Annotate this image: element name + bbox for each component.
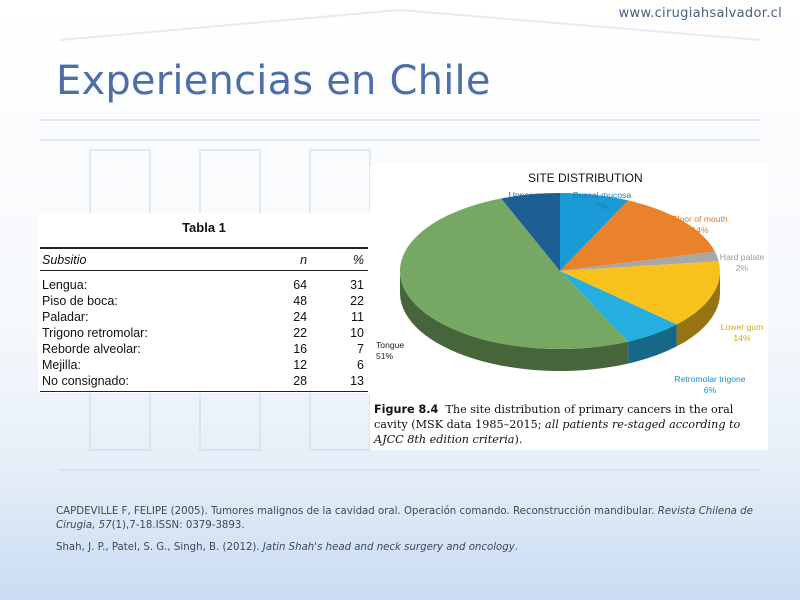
cell-n: 48 xyxy=(293,294,308,308)
reference-2-italic: Jatin Shah's head and neck surgery and o… xyxy=(262,542,515,553)
chart-title: SITE DISTRIBUTION xyxy=(528,171,643,185)
cell-percent: 13 xyxy=(350,374,364,388)
cell-percent: 11 xyxy=(351,310,364,324)
table-row: Lengua: 64 31 xyxy=(40,271,368,293)
pie-label-tongue-name: Tongue xyxy=(376,340,404,350)
cell-subsite: Reborde alveolar: xyxy=(42,342,141,356)
reference-2-tail: . xyxy=(514,542,519,553)
reference-1: CAPDEVILLE F, FELIPE (2005). Tumores mal… xyxy=(56,505,756,533)
table-caption: Tabla 1 xyxy=(182,220,226,235)
pie-label-floor-of-mouth-name: Floor of mouth xyxy=(672,214,728,224)
pie-slice-lower-gum xyxy=(560,261,720,325)
cell-n: 12 xyxy=(293,358,308,372)
reference-1-plain: CAPDEVILLE F, FELIPE (2005). Tumores mal… xyxy=(56,506,658,517)
table-row: Trigono retromolar: 22 10 xyxy=(40,325,368,341)
pie-label-retromolar-trigone-name: Retromolar trigone xyxy=(674,374,745,384)
col-header-percent: % xyxy=(352,253,364,267)
table-row: Mejilla: 12 6 xyxy=(40,357,368,373)
pie-slice-retromolar-trigone xyxy=(560,271,677,342)
table-figure: Tabla 1 Subsitio n % Lengua: 64 31 Piso de … xyxy=(38,213,370,393)
pie-label-hard-palate-name: Hard palate xyxy=(720,252,765,262)
subsite-table: Subsitio n % Lengua: 64 31 Piso de boca: 48 2… xyxy=(40,249,368,389)
table-header-rule xyxy=(40,270,368,271)
cell-subsite: Paladar: xyxy=(42,310,89,324)
site-url: www.cirugiahsalvador.cl xyxy=(618,6,782,21)
references: CAPDEVILLE F, FELIPE (2005). Tumores mal… xyxy=(56,505,756,563)
figure-label: Figure 8.4 xyxy=(374,403,439,416)
cell-n: 22 xyxy=(293,326,308,340)
pie-label-hard-palate-value: 2% xyxy=(736,263,749,273)
pie-slice-buccal-mucosa xyxy=(560,193,629,271)
pie-label-retromolar-trigone-value: 6% xyxy=(704,385,717,395)
reference-1-tail: (1),7-18.ISSN: 0379-3893. xyxy=(111,520,245,531)
pie-label-lower-gum-name: Lower gum xyxy=(721,322,764,332)
pie-side-retromolar-trigone xyxy=(628,324,677,364)
cell-subsite: Piso de boca: xyxy=(42,294,118,308)
pie-label-buccal-mucosa-name: Buccal mucosa xyxy=(573,190,631,200)
reference-1-italic: Revista Chilena de Cirugia, 57 xyxy=(56,506,753,531)
table-bottom-rule xyxy=(40,391,368,393)
cell-subsite: Mejilla: xyxy=(42,358,81,372)
slide-title: Experiencias en Chile xyxy=(56,58,491,104)
pie-figure: SITE DISTRIBUTION Buccal mucosa 7% Floor o… xyxy=(370,166,768,450)
cell-n: 28 xyxy=(293,374,308,388)
table-row: No consignado: 28 13 xyxy=(40,373,368,389)
pie-label-floor-of-mouth-value: 14% xyxy=(691,225,709,235)
cell-percent: 10 xyxy=(350,326,364,340)
figure-caption-end: ). xyxy=(514,433,523,446)
figure-caption: Figure 8.4 The site distribution of prim… xyxy=(374,402,766,447)
pie-label-upper-gum-value: 6% xyxy=(524,201,537,211)
cell-percent: 6 xyxy=(357,358,364,372)
col-header-n: n xyxy=(300,253,308,267)
pie-side-tongue xyxy=(400,271,629,371)
reference-2-plain: Shah, J. P., Patel, S. G., Singh, B. (20… xyxy=(56,542,263,553)
cell-percent: 7 xyxy=(357,342,364,356)
cell-percent: 31 xyxy=(350,278,364,292)
pie-label-upper-gum-name: Upper gum xyxy=(509,190,552,200)
pie-slice-floor-of-mouth xyxy=(560,200,715,271)
table-top-rule xyxy=(40,247,368,249)
reference-2: Shah, J. P., Patel, S. G., Singh, B. (20… xyxy=(56,541,756,555)
pie-side-lower-gum xyxy=(676,271,720,347)
cell-n: 64 xyxy=(293,278,308,292)
cell-subsite: Lengua: xyxy=(42,278,88,292)
table-header-row: Subsitio n % xyxy=(40,249,368,271)
table-row: Reborde alveolar: 16 7 xyxy=(40,341,368,357)
table-row: Paladar: 24 11 xyxy=(40,309,368,325)
pie-slice-hard-palate xyxy=(560,251,719,271)
pie-slice-tongue xyxy=(399,198,629,349)
table-row: Piso de boca: 48 22 xyxy=(40,293,368,309)
cell-n: 16 xyxy=(293,342,308,356)
cell-subsite: No consignado: xyxy=(42,374,129,388)
cell-percent: 22 xyxy=(350,294,364,308)
pie-label-buccal-mucosa-value: 7% xyxy=(596,201,609,211)
pie-label-tongue-value: 51% xyxy=(376,351,394,361)
cell-subsite: Trigono retromolar: xyxy=(42,326,148,340)
pie-label-lower-gum-value: 14% xyxy=(733,333,751,343)
col-header-subsitio: Subsitio xyxy=(42,253,87,267)
figure-caption-italic: all patients re-staged according to AJCC… xyxy=(374,418,741,446)
pie-slice-upper-gum xyxy=(501,193,560,271)
figure-caption-text: The site distribution of primary cancers… xyxy=(374,403,734,431)
cell-n: 24 xyxy=(293,310,308,324)
